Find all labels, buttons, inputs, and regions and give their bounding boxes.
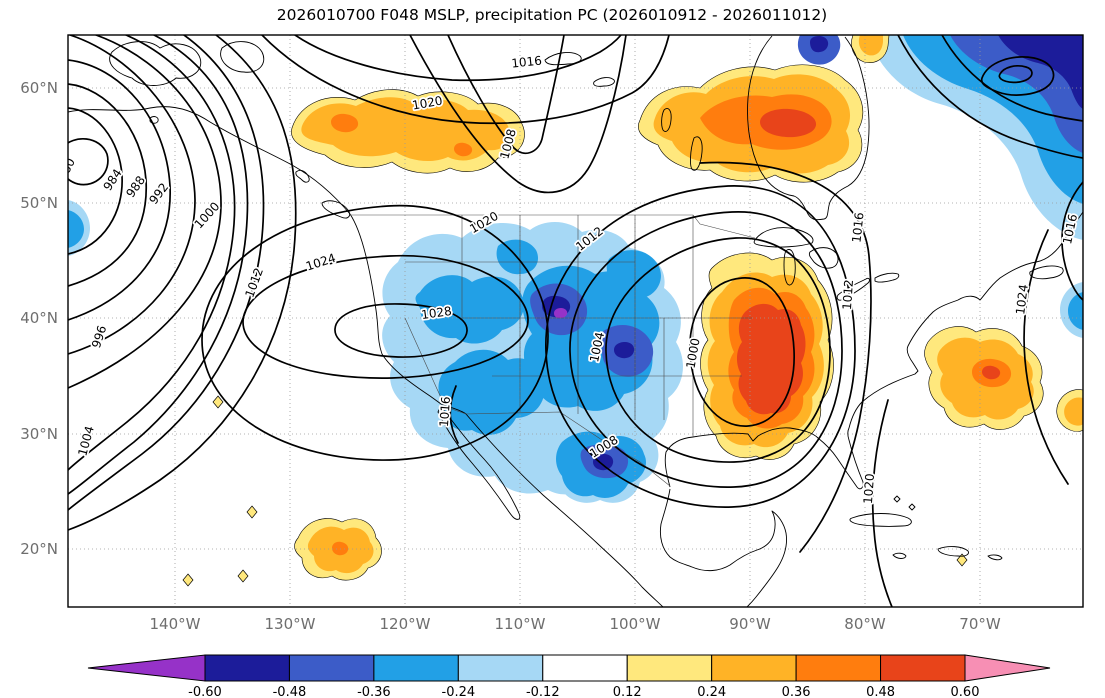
map-layers: 980 9849889921000996100410121016102010081… bbox=[55, 35, 1083, 607]
lon-tick-label: 90°W bbox=[729, 615, 771, 633]
contour-label-1028: 1028 bbox=[420, 304, 452, 322]
isobar-ne-canada-1 bbox=[897, 35, 1083, 159]
isobar-1020-top bbox=[261, 35, 670, 125]
isobar-996 bbox=[68, 35, 196, 355]
isobar-1016-east bbox=[699, 161, 872, 553]
isobar-ne-canada-2 bbox=[941, 35, 1083, 122]
isobar-1000-east-low bbox=[689, 277, 795, 427]
lat-tick-label: 60°N bbox=[20, 79, 58, 97]
colorbar-segment-1 bbox=[288, 654, 375, 682]
pc-pos-severe-fill bbox=[736, 108, 1001, 415]
contour-label-1016: 1016 bbox=[511, 53, 543, 70]
colorbar-segment-7 bbox=[795, 654, 882, 682]
lat-tick-label: 30°N bbox=[20, 425, 58, 443]
colorbar-tick-label: 0.48 bbox=[866, 685, 895, 698]
contour-label-980: 980 bbox=[55, 156, 78, 183]
colorbar-tick-label: -0.36 bbox=[357, 685, 391, 698]
lat-tick-label: 20°N bbox=[20, 540, 58, 558]
latitude-axis-labels: 60°N 50°N 40°N 30°N 20°N bbox=[20, 79, 58, 558]
isobar-1008 bbox=[68, 35, 249, 495]
isobar-992 bbox=[68, 59, 171, 321]
colorbar-segment-8 bbox=[880, 654, 966, 682]
isobar-1020-gulf bbox=[871, 399, 893, 607]
lon-tick-label: 120°W bbox=[380, 615, 431, 633]
coastlines-layer bbox=[68, 35, 1083, 607]
lat-tick-label: 50°N bbox=[20, 194, 58, 212]
pc-neg-moderate-fill bbox=[68, 35, 1083, 498]
longitude-axis-labels: 140°W 130°W 120°W 110°W 100°W 90°W 80°W 70°W bbox=[150, 615, 1001, 633]
isobar-1004-east-low bbox=[605, 237, 831, 463]
isobar-1024-atlantic bbox=[1023, 229, 1069, 485]
isobar-1016-right-edge bbox=[1061, 181, 1083, 301]
isobar-1028-high bbox=[334, 303, 468, 358]
contour-label-1012: 1012 bbox=[840, 279, 856, 310]
islands-coastline bbox=[109, 41, 1064, 561]
state-country-borders bbox=[350, 214, 756, 487]
gulf-atlantic-coastline bbox=[664, 211, 1083, 490]
political-borders-layer bbox=[350, 214, 756, 487]
lon-tick-label: 100°W bbox=[610, 615, 661, 633]
colorbar-segment-4 bbox=[542, 654, 628, 682]
isobar-1020-high bbox=[201, 204, 549, 461]
pacific-coastline bbox=[68, 106, 664, 607]
isobar-1004 bbox=[68, 35, 236, 471]
contour-label-1016: 1016 bbox=[849, 212, 866, 244]
isobar-980 bbox=[68, 138, 109, 186]
isobar-1012-top bbox=[409, 35, 627, 194]
pc-pos-moderate-fill bbox=[301, 35, 1083, 574]
isobar-ne-canada-closed bbox=[980, 56, 1055, 96]
colorbar-tick-label: -0.12 bbox=[526, 685, 560, 698]
colorbar-tick-label: -0.60 bbox=[188, 685, 222, 698]
isobar-988 bbox=[68, 83, 148, 287]
contour-label-1020: 1020 bbox=[861, 473, 877, 504]
colorbar-tick-label: 0.24 bbox=[697, 685, 726, 698]
isobar-1008-east-low bbox=[569, 211, 843, 488]
pc-pos-specks bbox=[182, 395, 968, 587]
lon-tick-label: 70°W bbox=[959, 615, 1001, 633]
lat-tick-label: 40°N bbox=[20, 309, 58, 327]
chart-title: 2026010700 F048 MSLP, precipitation PC (… bbox=[277, 6, 827, 24]
hudson-bay-coastline bbox=[747, 35, 870, 221]
isobar-1000 bbox=[68, 35, 222, 389]
colorbar-segment-2 bbox=[373, 654, 459, 682]
colorbar-under-arrow bbox=[87, 654, 206, 682]
contour-label-1016: 1016 bbox=[437, 396, 453, 427]
plot-frame bbox=[67, 34, 1084, 608]
colorbar-tick-label: -0.24 bbox=[442, 685, 476, 698]
colorbar-tick-label: 0.60 bbox=[951, 685, 980, 698]
colorbar-segment-5 bbox=[626, 654, 713, 682]
isobar-1024-high bbox=[242, 254, 529, 379]
lon-tick-label: 140°W bbox=[150, 615, 201, 633]
colorbar-tick-label: -0.48 bbox=[273, 685, 307, 698]
colorbar-tick-label: 0.12 bbox=[613, 685, 642, 698]
isobar-984 bbox=[68, 107, 123, 255]
contour-label-1016: 1016 bbox=[1060, 213, 1080, 246]
lon-tick-label: 110°W bbox=[495, 615, 546, 633]
isobar-1016-segment bbox=[449, 385, 459, 444]
map-plot-area: 980 9849889921000996100410121016102010081… bbox=[55, 34, 1084, 608]
colorbar-segment-3 bbox=[457, 654, 544, 682]
lon-tick-label: 130°W bbox=[265, 615, 316, 633]
isobar-1012-east-low bbox=[545, 185, 856, 508]
mexico-gulf-yucatan-coastline bbox=[659, 488, 787, 607]
isobar-1008-top-trough bbox=[447, 35, 565, 155]
baja-peninsula-coastline bbox=[437, 405, 521, 520]
isobar-1016-low-outer bbox=[68, 35, 297, 531]
colorbar-segment-6 bbox=[711, 654, 797, 682]
colorbar-tick-label: 0.36 bbox=[782, 685, 811, 698]
pc-neg-extreme-fill bbox=[554, 308, 568, 319]
colorbar: -0.60 -0.48 -0.36 -0.24 -0.12 0.12 0.24 0.36 0.4… bbox=[87, 654, 1051, 698]
mslp-contours-layer bbox=[68, 35, 1083, 607]
isobar-1016-top bbox=[294, 35, 622, 82]
colorbar-segment-0 bbox=[204, 654, 290, 682]
colorbar-over-arrow bbox=[964, 654, 1051, 682]
lon-tick-label: 80°W bbox=[844, 615, 886, 633]
contour-label-1024: 1024 bbox=[1013, 283, 1031, 315]
